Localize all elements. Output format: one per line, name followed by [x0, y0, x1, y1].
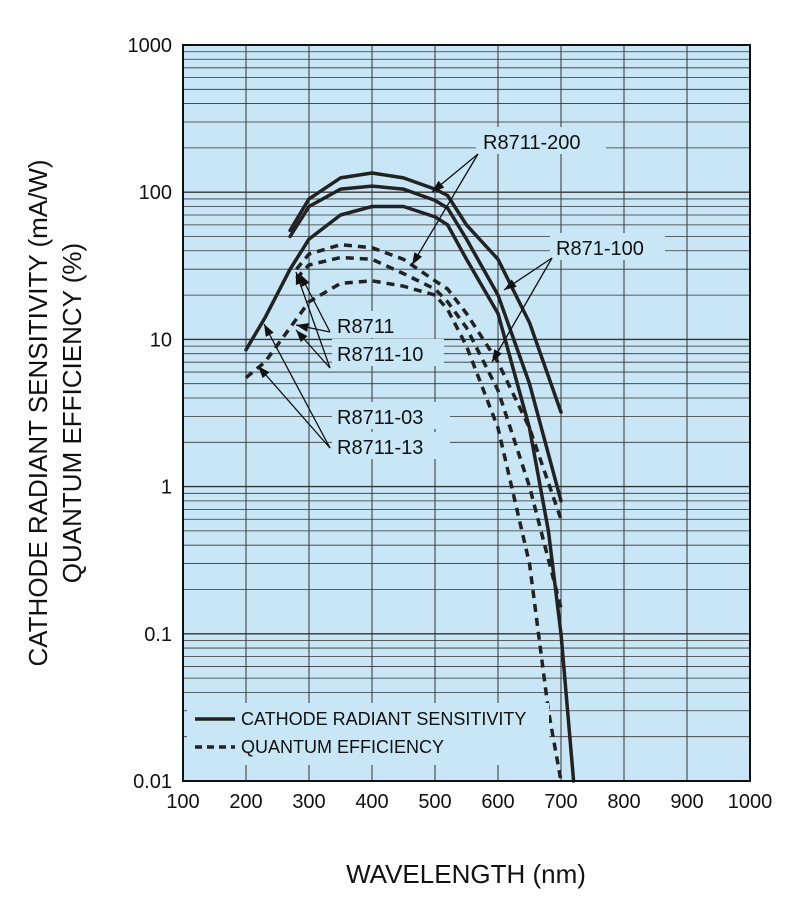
callout-arrow-line [411, 153, 479, 266]
y-tick-label: 100 [139, 182, 172, 204]
callout-r8711-200: R8711-200 [483, 132, 580, 154]
y-tick-labels: 1000 100 10 1 0.1 0.01 [128, 35, 173, 793]
sensitivity-curve-3 [244, 204, 576, 783]
legend-label-qe: QUANTUM EFFICIENCY [241, 737, 444, 757]
x-tick-label: 200 [229, 791, 262, 813]
callout-arrowhead [492, 349, 502, 362]
callout-arrowhead [296, 323, 309, 332]
x-tick-label: 800 [607, 791, 640, 813]
x-tick-labels: 100 200 300 400 500 600 700 800 900 1000 [166, 791, 772, 813]
callout-arrow-line [491, 257, 553, 363]
callout-r8711-13: R8711-13 [337, 437, 423, 459]
callout-arrowhead [295, 272, 305, 285]
x-axis-title: WAVELENGTH (nm) [346, 859, 586, 889]
y-tick-label: 0.01 [133, 771, 172, 793]
y-tick-label: 1 [161, 477, 172, 499]
y-axis-title-line1: CATHODE RADIANT SENSITIVITY (mA/W) [23, 159, 53, 666]
x-tick-label: 600 [481, 791, 514, 813]
legend-label-sensitivity: CATHODE RADIANT SENSITIVITY [241, 709, 526, 729]
callout-arrow-line [295, 271, 331, 369]
callout-arrows [257, 153, 553, 449]
callout-arrowhead [300, 274, 310, 287]
callout-arrowhead [258, 366, 270, 379]
callout-arrowhead [412, 252, 423, 265]
x-tick-label: 300 [292, 791, 325, 813]
callouts: R8711-200 R871-100 R8711 R8711-10 R8711-… [332, 127, 665, 459]
plot-frame [182, 44, 751, 782]
qe-curve-4 [295, 242, 563, 520]
callout-arrowhead [504, 279, 517, 290]
series-layer [244, 171, 576, 783]
callout-r8711: R8711 [337, 316, 394, 338]
x-tick-label: 500 [418, 791, 451, 813]
callout-arrow-line [263, 323, 331, 449]
x-tick-label: 700 [544, 791, 577, 813]
callout-arrowhead [296, 330, 308, 343]
y-tick-label: 0.1 [144, 624, 172, 646]
y-tick-label: 1000 [128, 35, 173, 57]
x-tick-label: 400 [355, 791, 388, 813]
x-tick-label: 100 [166, 791, 199, 813]
qe-curve-6 [244, 279, 563, 782]
callout-arrowhead [432, 180, 445, 192]
x-tick-label: 900 [670, 791, 703, 813]
callout-r871-100: R871-100 [556, 238, 644, 260]
x-tick-label: 1000 [728, 791, 773, 813]
plot-background [183, 45, 750, 781]
legend: CATHODE RADIANT SENSITIVITY QUANTUM EFFI… [187, 703, 549, 765]
callout-r8711-03: R8711-03 [337, 407, 423, 429]
y-axis-title-line2: QUANTUM EFFICIENCY (%) [57, 243, 87, 583]
callout-arrow-line [257, 365, 331, 449]
sensitivity-curve-2 [288, 184, 563, 503]
callout-arrowhead [264, 324, 274, 337]
y-tick-label: 10 [150, 329, 172, 351]
callout-r8711-10: R8711-10 [337, 344, 423, 366]
